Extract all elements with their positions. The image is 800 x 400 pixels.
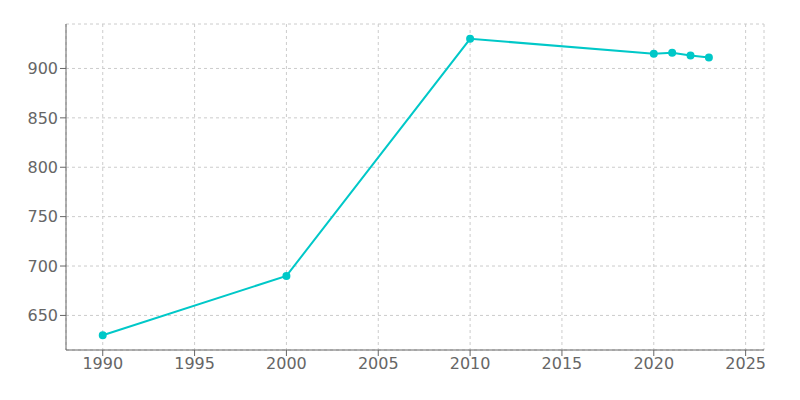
svg-text:2020: 2020 bbox=[633, 354, 674, 373]
svg-text:1995: 1995 bbox=[174, 354, 215, 373]
svg-text:2025: 2025 bbox=[725, 354, 766, 373]
svg-text:800: 800 bbox=[27, 158, 58, 177]
svg-text:2005: 2005 bbox=[358, 354, 399, 373]
svg-text:900: 900 bbox=[27, 59, 58, 78]
svg-text:850: 850 bbox=[27, 109, 58, 128]
svg-text:650: 650 bbox=[27, 306, 58, 325]
svg-text:700: 700 bbox=[27, 257, 58, 276]
svg-text:750: 750 bbox=[27, 207, 58, 226]
svg-text:2015: 2015 bbox=[542, 354, 583, 373]
svg-text:2000: 2000 bbox=[266, 354, 307, 373]
svg-text:1990: 1990 bbox=[82, 354, 123, 373]
svg-text:2010: 2010 bbox=[450, 354, 491, 373]
